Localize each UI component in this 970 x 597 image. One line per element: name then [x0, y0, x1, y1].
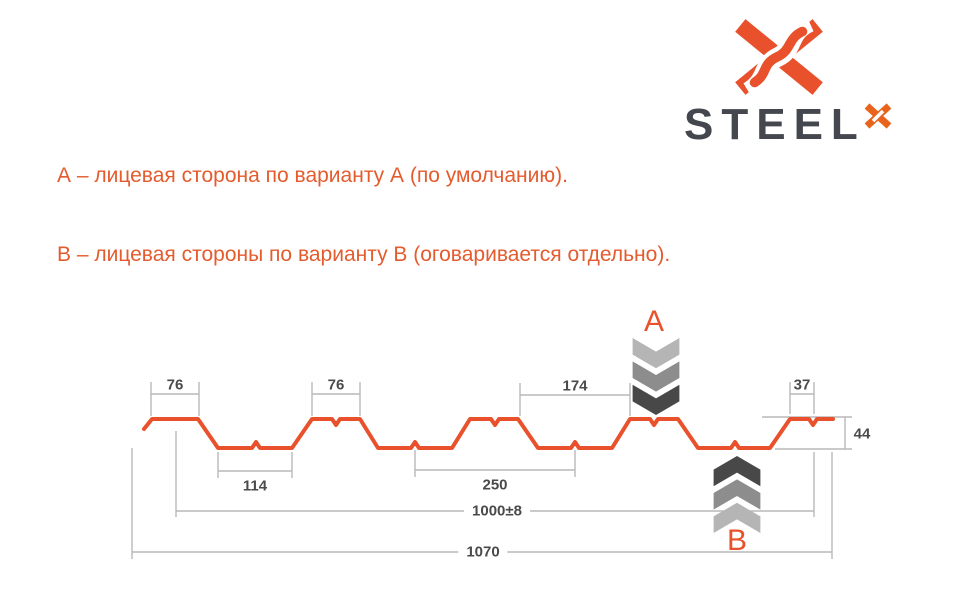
dim-rib-pitch: 250 [482, 476, 508, 494]
chevron-down-stack-icon [632, 338, 680, 415]
dim-cover-width: 1000±8 [464, 502, 530, 520]
dim-edge-crest: 37 [793, 376, 811, 394]
steelx-logo-mark [722, 12, 836, 102]
marker-b-label: В [726, 524, 748, 557]
marker-a-label: А [643, 305, 665, 338]
dim-profile-height: 44 [853, 425, 871, 443]
dim-crest-second: 76 [327, 376, 345, 394]
dim-overall-width: 1070 [458, 543, 508, 561]
note-variant-a: А – лицевая сторона по варианту А (по ум… [57, 164, 568, 187]
dim-crest-left: 76 [166, 376, 184, 394]
note-variant-b: В – лицевая стороны по варианту В (огова… [57, 243, 671, 266]
dim-crest-spacing: 174 [562, 377, 588, 395]
profile-outline [142, 417, 835, 450]
x-mark-icon [735, 13, 823, 100]
brand-name-text: STEEL [684, 100, 866, 149]
dim-valley-bottom: 114 [242, 477, 268, 495]
chevron-up-stack-icon [713, 456, 761, 533]
brand-name: STEEL [684, 103, 904, 147]
brand-superscript-x-icon [863, 102, 893, 130]
